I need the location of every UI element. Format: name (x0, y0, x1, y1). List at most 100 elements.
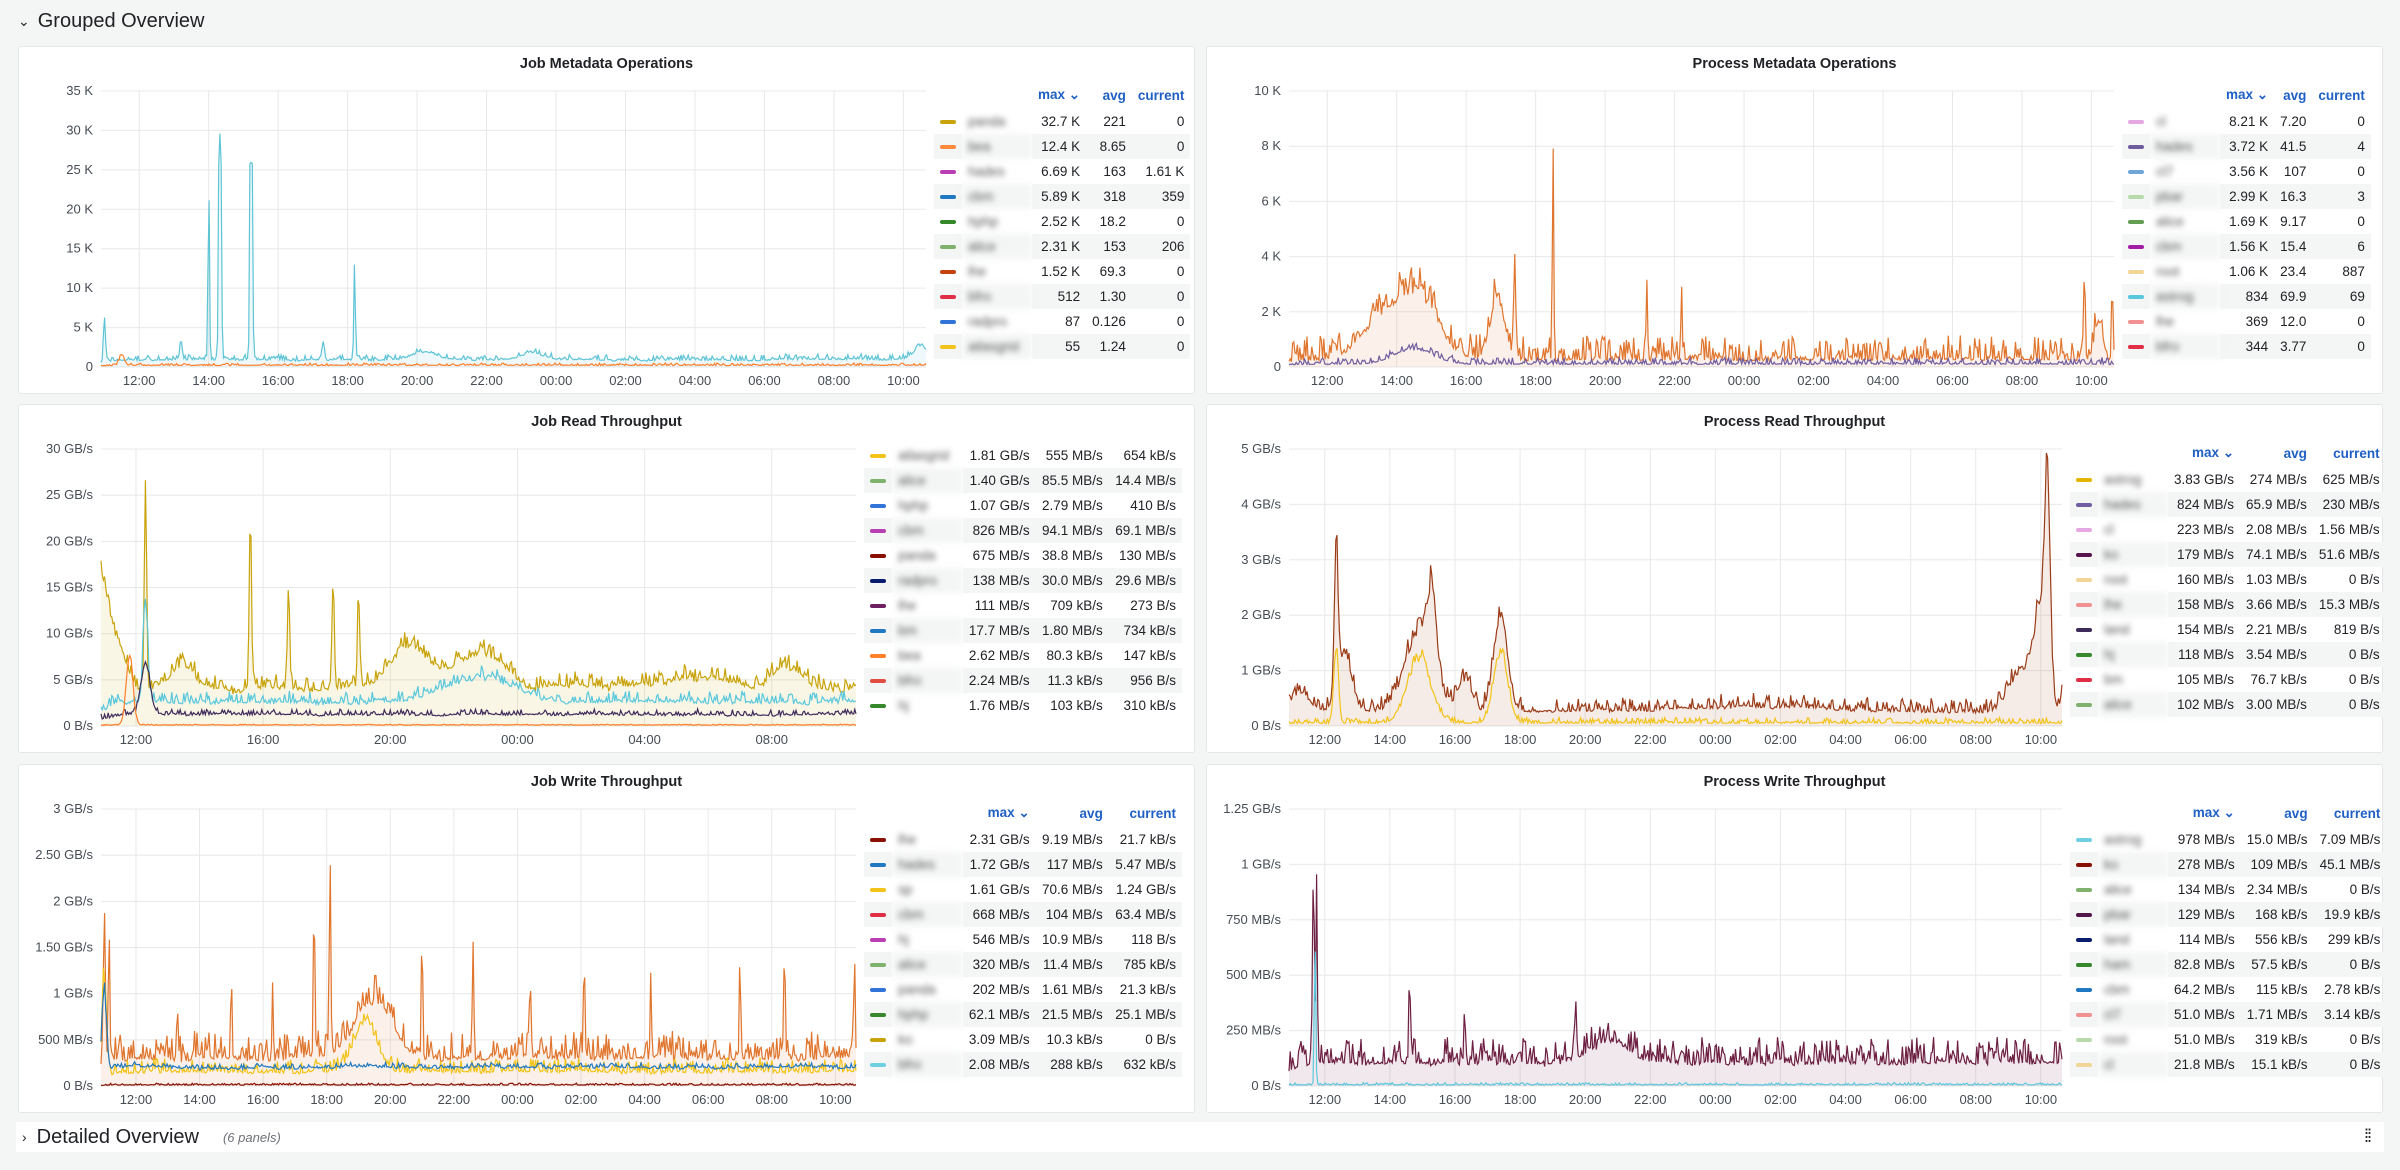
legend-series-name[interactable]: cbm (962, 184, 1032, 209)
legend-series-name[interactable]: panda (898, 982, 936, 997)
legend-series-name[interactable]: astrog (2104, 472, 2142, 487)
panel-title[interactable]: Process Read Throughput (1703, 414, 1886, 430)
sort-max-header[interactable]: max ⌄ (2226, 87, 2269, 102)
legend-series-name[interactable]: pbar (2098, 902, 2168, 927)
panel-title[interactable]: Job Read Throughput (531, 414, 682, 430)
legend-series-name[interactable]: panda (968, 114, 1006, 129)
legend-row[interactable]: hj 546 MB/s 10.9 MB/s 118 B/s (864, 927, 1182, 952)
legend-series-name[interactable]: panda (898, 548, 936, 563)
legend-row[interactable]: alice 320 MB/s 11.4 MB/s 785 kB/s (864, 952, 1182, 977)
legend-row[interactable]: alice 2.31 K 153 206 (934, 234, 1191, 259)
legend-series-name[interactable]: lhe (2156, 314, 2175, 329)
legend-row[interactable]: bea 2.62 MB/s 80.3 kB/s 147 kB/s (864, 643, 1182, 668)
avg-header[interactable]: avg (2283, 445, 2307, 461)
legend-row[interactable]: panda 202 MB/s 1.61 MB/s 21.3 kB/s (864, 977, 1182, 1002)
legend-row[interactable]: alice 1.69 K 9.17 0 (2122, 209, 2371, 234)
row-grouped-overview[interactable]: ⌄ Grouped Overview (18, 6, 204, 36)
legend-row[interactable]: cbm 826 MB/s 94.1 MB/s 69.1 MB/s (864, 518, 1182, 543)
legend-row[interactable]: bfro 512 1.30 0 (934, 284, 1191, 309)
legend-series-name[interactable]: atlasgrid (898, 448, 950, 463)
legend-row[interactable]: root 51.0 MB/s 319 kB/s 0 B/s (2070, 1027, 2386, 1052)
legend-series-name[interactable]: hphp (898, 498, 929, 513)
panel-process-read-throughput[interactable]: Process Read Throughput 0 B/s 1 GB/s 2 GB/… (1206, 404, 2386, 753)
legend-row[interactable]: hphp 62.1 MB/s 21.5 MB/s 25.1 MB/s (864, 1002, 1182, 1027)
legend-row[interactable]: bfro 2.24 MB/s 11.3 kB/s 956 B/s (864, 668, 1182, 693)
current-header[interactable]: current (2333, 805, 2381, 821)
legend-series-name[interactable]: cl (2098, 1052, 2168, 1077)
time-series-chart[interactable]: 0 5 K 10 K 15 K 20 K 25 K 30 K 35 K 12:00 14:00 16… (19, 81, 934, 393)
legend-series-name[interactable]: root (2104, 1032, 2128, 1047)
legend-row[interactable]: hphp 2.52 K 18.2 0 (934, 209, 1190, 234)
legend-series-name[interactable]: pbar (2150, 184, 2220, 209)
legend-row[interactable]: astrog 978 MB/s 15.0 MB/s 7.09 MB/s (2070, 827, 2386, 852)
legend-series-name[interactable]: sp (898, 882, 913, 897)
legend-row[interactable]: alice 1.40 GB/s 85.5 MB/s 14.4 MB/s (864, 468, 1182, 493)
legend-row[interactable]: hj 1.76 MB/s 103 kB/s 310 kB/s (864, 693, 1182, 718)
legend-row[interactable]: bfro 2.08 MB/s 288 kB/s 632 kB/s (864, 1052, 1182, 1077)
legend-row[interactable]: ko 179 MB/s 74.1 MB/s 51.6 MB/s (2070, 542, 2386, 567)
legend-row[interactable]: hades 824 MB/s 65.9 MB/s 230 MB/s (2070, 492, 2386, 517)
legend-row[interactable]: pbar 2.99 K 16.3 3 (2122, 184, 2371, 209)
legend-row[interactable]: lhe 158 MB/s 3.66 MB/s 15.3 MB/s (2070, 592, 2386, 617)
legend-series-name[interactable]: cl (2104, 522, 2114, 537)
legend-row[interactable]: sp 1.61 GB/s 70.6 MB/s 1.24 GB/s (864, 877, 1182, 902)
time-series-chart[interactable]: 0 B/s 1 GB/s 2 GB/s 3 GB/s 4 GB/s 5 GB/s 12:00… (1207, 439, 2070, 752)
legend-series-name[interactable]: hj (898, 932, 909, 947)
legend-series-name[interactable]: cbm (2150, 234, 2220, 259)
legend-series-name[interactable]: alice (2104, 882, 2132, 897)
sort-max-header[interactable]: max ⌄ (987, 805, 1030, 820)
legend-series-name[interactable]: land (2104, 622, 2130, 637)
panel-title[interactable]: Job Write Throughput (530, 774, 683, 790)
legend-row[interactable]: lhe 1.52 K 69.3 0 (934, 259, 1190, 284)
current-header[interactable]: current (1129, 805, 1176, 821)
legend-row[interactable]: cl7 51.0 MB/s 1.71 MB/s 3.14 kB/s (2070, 1002, 2387, 1027)
legend-series-name[interactable]: lhe (898, 832, 917, 847)
time-series-chart[interactable]: 0 2 K 4 K 6 K 8 K 10 K 12:00 14:00 16:00 18:00 20:… (1207, 81, 2122, 393)
legend-row[interactable]: ham 82.8 MB/s 57.5 kB/s 0 B/s (2070, 952, 2387, 977)
legend-series-name[interactable]: cl7 (2098, 1002, 2168, 1027)
legend-row[interactable]: cl 8.21 K 7.20 0 (2122, 109, 2371, 134)
legend-series-name[interactable]: alice (892, 468, 963, 493)
legend-row[interactable]: cbm 1.56 K 15.4 6 (2122, 234, 2371, 259)
legend-series-name[interactable]: hj (2098, 642, 2168, 667)
legend-series-name[interactable]: hphp (892, 1002, 963, 1027)
avg-header[interactable]: avg (1102, 87, 1126, 103)
panel-title[interactable]: Job Metadata Operations (519, 56, 694, 72)
panel-job-write-throughput[interactable]: Job Write Throughput 0 B/s 500 MB/s 1 GB/s… (18, 764, 1195, 1113)
sort-max-header[interactable]: max ⌄ (1038, 87, 1081, 102)
legend-series-name[interactable]: lhe (898, 598, 917, 613)
legend-series-name[interactable]: alice (2098, 692, 2168, 717)
legend-series-name[interactable]: bm (2104, 672, 2123, 687)
legend-series-name[interactable]: hades (2098, 492, 2168, 517)
time-series-chart[interactable]: 0 B/s 250 MB/s 500 MB/s 750 MB/s 1 GB/s 1.25 … (1207, 799, 2070, 1112)
current-header[interactable]: current (1137, 87, 1185, 103)
sort-max-header[interactable]: max ⌄ (2191, 445, 2235, 460)
legend-row[interactable]: bea 12.4 K 8.65 0 (934, 134, 1191, 159)
panel-job-metadata-operations[interactable]: Job Metadata Operations 0 5 K 10 K 15 K 20 K… (18, 46, 1195, 394)
legend-row[interactable]: cbm 64.2 MB/s 115 kB/s 2.78 kB/s (2070, 977, 2386, 1002)
legend-series-name[interactable]: radpro (968, 314, 1008, 329)
legend-series-name[interactable]: ko (2098, 542, 2168, 567)
drag-handle-icon[interactable]: ⁞⁞ (2363, 1126, 2372, 1146)
legend-row[interactable]: hades 6.69 K 163 1.61 K (934, 159, 1190, 184)
panel-title[interactable]: Process Write Throughput (1703, 774, 1886, 790)
legend-series-name[interactable]: bfro (962, 284, 1032, 309)
legend-series-name[interactable]: hades (2150, 134, 2220, 159)
legend-row[interactable]: land 154 MB/s 2.21 MB/s 819 B/s (2070, 617, 2386, 642)
legend-row[interactable]: alice 102 MB/s 3.00 MB/s 0 B/s (2070, 692, 2386, 717)
legend-series-name[interactable]: bfro (892, 1052, 963, 1077)
legend-series-name[interactable]: bea (898, 648, 921, 663)
panel-process-write-throughput[interactable]: Process Write Throughput 0 B/s 250 MB/s 50… (1206, 764, 2387, 1113)
legend-row[interactable]: cbm 668 MB/s 104 MB/s 63.4 MB/s (864, 902, 1182, 927)
legend-series-name[interactable]: ham (2098, 952, 2168, 977)
legend-series-name[interactable]: lhe (2098, 592, 2168, 617)
legend-row[interactable]: pbar 129 MB/s 168 kB/s 19.9 kB/s (2070, 902, 2387, 927)
legend-series-name[interactable]: alice (962, 234, 1032, 259)
legend-series-name[interactable]: lhe (968, 264, 987, 279)
legend-row[interactable]: astrog 834 69.9 69 (2122, 284, 2371, 309)
legend-series-name[interactable]: root (2156, 264, 2180, 279)
legend-series-name[interactable]: radpro (892, 568, 963, 593)
legend-row[interactable]: bm 17.7 MB/s 1.80 MB/s 734 kB/s (864, 618, 1182, 643)
legend-row[interactable]: radpro 138 MB/s 30.0 MB/s 29.6 MB/s (864, 568, 1182, 593)
legend-series-name[interactable]: bfro (2150, 334, 2220, 359)
